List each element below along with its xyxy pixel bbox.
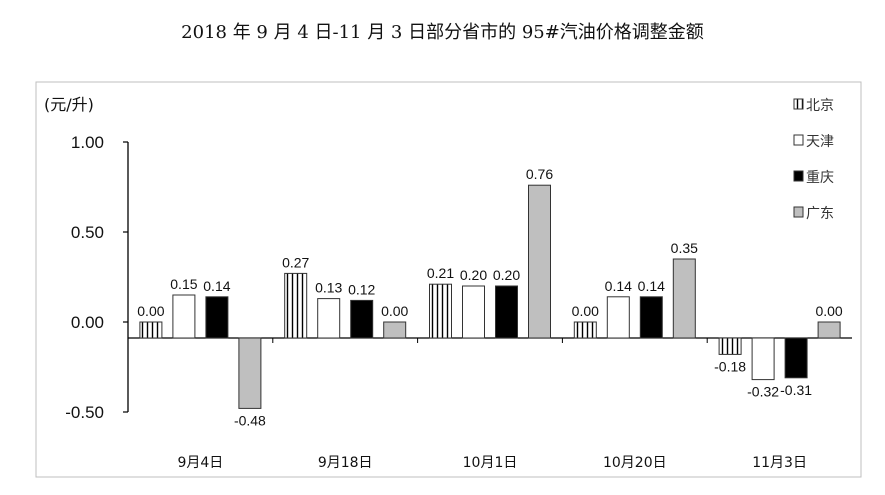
bar-重庆-9月18日	[350, 299, 374, 339]
data-label: 0.14	[638, 278, 665, 294]
legend-swatch	[793, 206, 804, 218]
bar-北京-10月1日	[429, 283, 452, 339]
legend-swatch	[793, 170, 804, 182]
data-label: -0.18	[714, 358, 746, 374]
data-label: 0.21	[427, 265, 454, 281]
bar-广东-9月4日	[238, 337, 262, 409]
data-label: 0.14	[203, 278, 230, 294]
data-label: 0.35	[671, 240, 698, 256]
y-tick-label: -0.50	[65, 403, 104, 422]
bar-重庆-10月1日	[495, 285, 518, 339]
x-category-label: 11月3日	[752, 455, 807, 471]
legend-label: 天津	[806, 134, 834, 150]
chart-frame	[35, 81, 862, 478]
data-label: -0.31	[780, 382, 812, 398]
data-label: 0.00	[815, 303, 842, 319]
bar-广东-10月20日	[672, 258, 696, 339]
bar-重庆-10月20日	[639, 296, 663, 339]
data-label: 0.20	[493, 267, 520, 283]
data-labels: 0.00 0.27 0.21 0.00 -0.18 0.15 0.13 0.20 0.14 -0.…	[137, 166, 843, 428]
bar-北京-10月20日	[573, 321, 597, 339]
legend-swatch	[793, 98, 804, 110]
data-label: 0.00	[572, 303, 599, 319]
data-label: -0.32	[747, 384, 779, 400]
bar-重庆-11月3日	[784, 337, 808, 379]
bar-北京-9月4日	[139, 321, 163, 339]
y-tick-label: 0.00	[71, 313, 104, 332]
bar-天津-9月18日	[317, 298, 341, 339]
x-category-label: 10月20日	[603, 455, 667, 471]
bar-广东-9月18日	[383, 321, 407, 339]
bar-天津-10月1日	[462, 285, 485, 339]
bar-天津-11月3日	[751, 337, 775, 381]
y-axis-unit: (元/升)	[44, 95, 94, 114]
data-label: 0.20	[460, 267, 487, 283]
y-tick-label: 1.00	[71, 133, 104, 152]
bar-天津-10月20日	[606, 296, 630, 339]
x-category-label: 9月18日	[318, 455, 373, 471]
x-category-label: 9月4日	[177, 455, 223, 471]
data-label: 0.15	[170, 276, 197, 292]
legend-label: 重庆	[806, 170, 834, 186]
bar-重庆-9月4日	[205, 296, 229, 339]
data-label: 0.00	[381, 303, 408, 319]
data-label: -0.48	[234, 412, 266, 428]
legend-swatch	[793, 134, 804, 146]
bar-广东-11月3日	[817, 321, 841, 339]
bar-天津-9月4日	[172, 294, 196, 339]
data-label: 0.27	[282, 254, 309, 270]
data-label: 0.12	[348, 281, 375, 297]
legend-label: 广东	[806, 206, 834, 222]
chart-title: 2018 年 9 月 4 日-11 月 3 日部分省市的 95#汽油价格调整金额	[181, 22, 704, 43]
bars	[139, 184, 841, 409]
bar-北京-11月3日	[718, 337, 742, 355]
data-label: 0.00	[137, 303, 164, 319]
bar-广东-10月1日	[528, 184, 551, 339]
data-label: 0.76	[526, 166, 553, 182]
x-category-label: 10月1日	[463, 455, 518, 471]
axes: 1.00 0.50 0.00 -0.50 9月4日 9月18日 10月1日 10月20日 11月…	[65, 133, 852, 471]
legend-label: 北京	[806, 98, 834, 114]
bar-北京-9月18日	[284, 272, 308, 339]
data-label: 0.13	[315, 280, 342, 296]
data-label: 0.14	[605, 278, 632, 294]
y-tick-label: 0.50	[71, 223, 104, 242]
